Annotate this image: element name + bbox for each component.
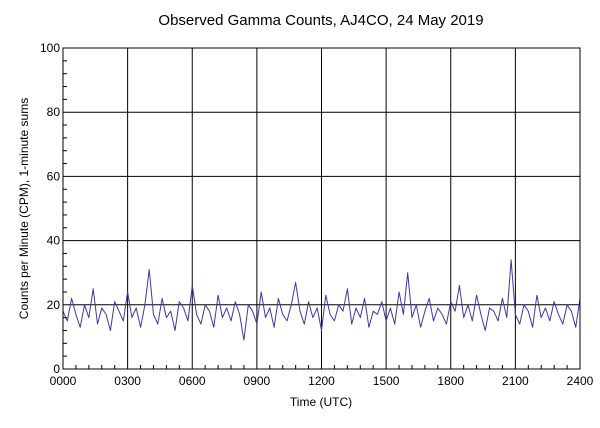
x-tick-label: 0900 (244, 374, 271, 388)
y-tick-label: 100 (40, 41, 60, 55)
x-tick-label: 1500 (373, 374, 400, 388)
x-tick-label: 1800 (437, 374, 464, 388)
x-tick-labels: 0000 0300 0600 0900 1200 1500 1800 2100 2400 (50, 374, 594, 388)
chart-title: Observed Gamma Counts, AJ4CO, 24 May 201… (158, 12, 483, 29)
y-tick-label: 80 (47, 105, 61, 119)
y-tick-label: 0 (53, 362, 60, 376)
y-axis-label: Counts per Minute (CPM), 1-minute sums (17, 98, 31, 319)
y-tick-labels: 0 20 40 60 80 100 (40, 41, 60, 376)
x-tick-label: 0600 (179, 374, 206, 388)
x-tick-label: 0000 (50, 374, 77, 388)
y-tick-label: 40 (47, 234, 61, 248)
minor-ticks (63, 60, 568, 369)
x-axis-label: Time (UTC) (290, 395, 352, 409)
x-tick-label: 1200 (308, 374, 335, 388)
x-tick-label: 2400 (567, 374, 594, 388)
x-tick-label: 2100 (502, 374, 529, 388)
y-tick-label: 60 (47, 169, 61, 183)
x-tick-label: 0300 (114, 374, 141, 388)
series-line (62, 259, 581, 341)
grid-lines (63, 48, 580, 369)
plot-frame (62, 47, 581, 370)
series-layer (62, 259, 581, 341)
y-tick-label: 20 (47, 298, 61, 312)
